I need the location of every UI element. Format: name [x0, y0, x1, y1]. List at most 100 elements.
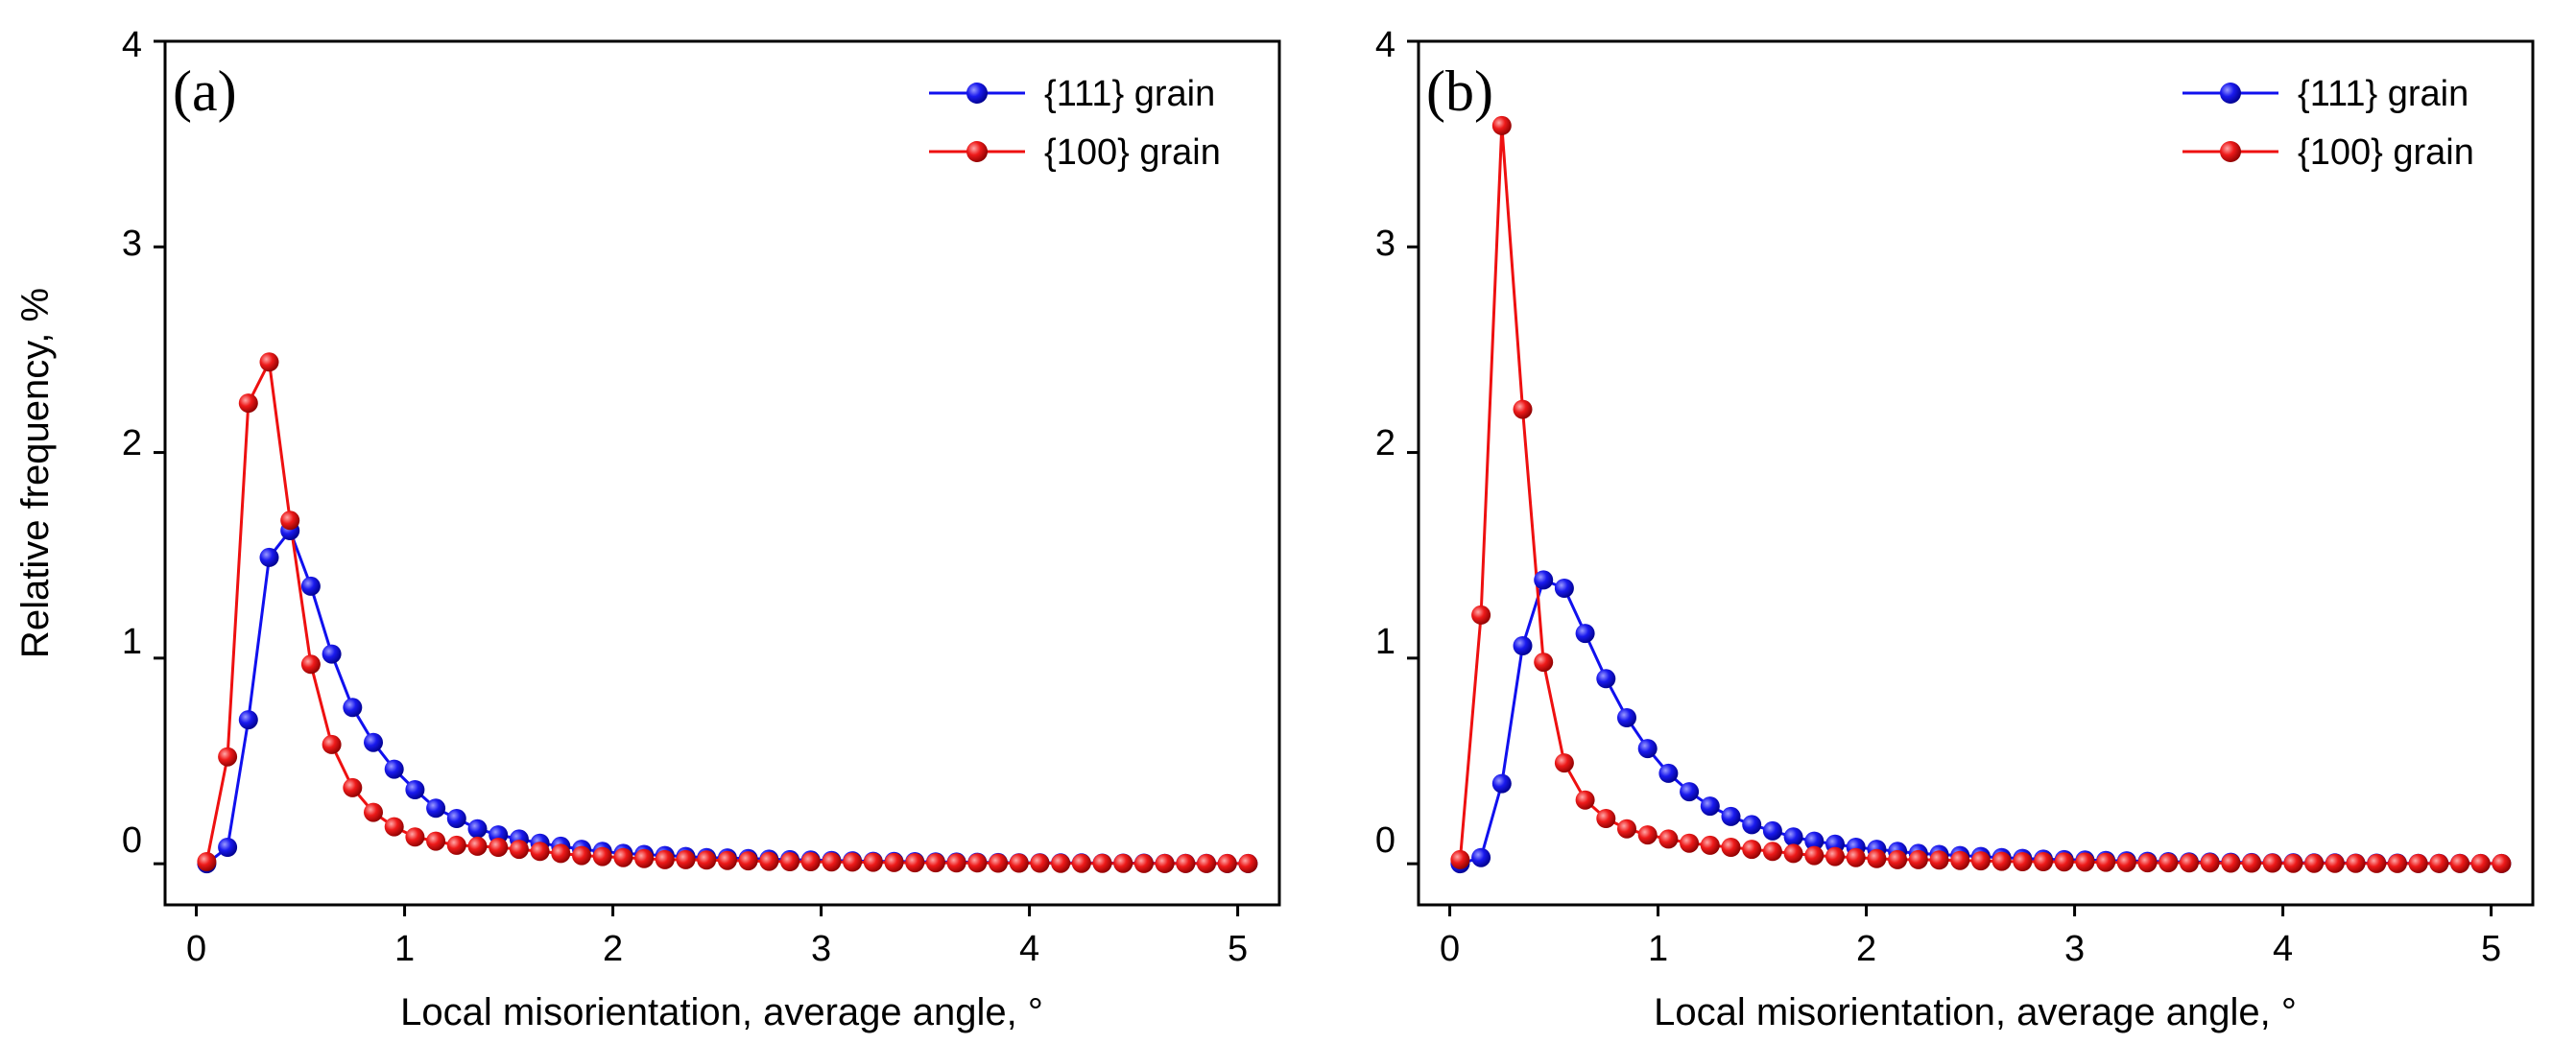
- data-point-100: [1471, 605, 1491, 625]
- data-point-100: [2054, 852, 2074, 872]
- data-point-100: [2283, 853, 2303, 873]
- plot-frame-a: [163, 39, 1281, 907]
- legend-marker-111: [2220, 83, 2241, 104]
- x-tick-label: 2: [1856, 929, 1876, 969]
- data-point-100: [613, 847, 633, 867]
- y-tick-label: 4: [1375, 25, 1395, 65]
- data-point-111: [1596, 669, 1616, 689]
- y-tick-label: 2: [1375, 423, 1395, 463]
- x-axis-ticks-a: 0 1 2 3 4 5: [186, 929, 1248, 969]
- data-point-100: [989, 853, 1008, 873]
- data-point-111: [1471, 847, 1491, 867]
- data-point-100: [1804, 845, 1825, 866]
- data-point-100: [1596, 809, 1616, 828]
- y-tick-label: 3: [122, 224, 142, 264]
- data-point-111: [1534, 570, 1554, 590]
- data-point-111: [405, 780, 425, 799]
- data-point-100: [405, 827, 425, 847]
- panel-label-b: (b): [1426, 59, 1493, 123]
- data-point-100: [1970, 851, 1991, 871]
- data-point-100: [551, 843, 571, 864]
- data-point-100: [259, 352, 279, 372]
- data-point-100: [759, 851, 779, 871]
- data-point-111: [364, 732, 383, 752]
- data-point-100: [905, 853, 925, 873]
- y-tick-label: 1: [1375, 622, 1395, 662]
- data-point-100: [780, 852, 799, 871]
- data-point-111: [238, 710, 258, 730]
- data-point-100: [697, 850, 717, 870]
- series-line-111: [205, 527, 1249, 866]
- data-point-100: [1071, 853, 1091, 873]
- data-point-100: [1176, 853, 1196, 873]
- legend-entry-111: {111} grain: [2182, 74, 2469, 114]
- y-axis-ticks-b: 0 1 2 3 4: [1375, 25, 1395, 861]
- y-tick-4: 4: [1375, 25, 1395, 65]
- data-point-100: [1617, 819, 1636, 839]
- data-point-100: [884, 852, 904, 872]
- data-point-100: [1992, 851, 2012, 871]
- data-point-100: [1113, 853, 1133, 873]
- x-tick-label: 1: [1648, 929, 1668, 969]
- data-point-100: [863, 852, 883, 872]
- data-point-100: [2387, 853, 2407, 873]
- y-tick-label: 3: [1375, 224, 1395, 264]
- data-point-100: [197, 852, 217, 871]
- data-point-100: [1450, 849, 1470, 869]
- y-tick-label: 1: [122, 622, 142, 662]
- x-tick-label: 4: [2273, 929, 2293, 969]
- data-point-100: [2242, 853, 2261, 873]
- x-tick-label: 3: [811, 929, 831, 969]
- data-point-100: [946, 853, 966, 873]
- data-point-100: [572, 845, 591, 866]
- data-point-100: [364, 802, 383, 822]
- data-point-111: [1721, 806, 1741, 826]
- legend-marker-100: [966, 141, 988, 162]
- data-point-100: [509, 840, 529, 860]
- data-point-100: [1742, 840, 1762, 860]
- y-tick-label: 4: [122, 25, 142, 65]
- x-tick-label: 5: [2481, 929, 2501, 969]
- y-tick-2: 2: [1375, 423, 1395, 463]
- chart-panel-b: 0 1 2 3 4 0 1 2 3 4 5 (b) {111} grain: [1375, 25, 2535, 1033]
- x-tick-label: 5: [1228, 929, 1248, 969]
- legend-a: {111} grain {100} grain: [929, 74, 1221, 173]
- data-point-100: [717, 850, 737, 870]
- data-point-100: [676, 849, 696, 869]
- data-point-100: [2429, 853, 2449, 873]
- x-axis-title-a: Local misorientation, average angle, °: [400, 991, 1043, 1033]
- series-points-b: [1450, 115, 2512, 874]
- data-point-100: [2137, 853, 2158, 873]
- y-tick-3: 3: [1375, 224, 1395, 264]
- data-point-111: [467, 819, 488, 839]
- data-point-100: [1762, 842, 1782, 862]
- data-point-100: [1197, 853, 1216, 873]
- data-point-100: [1637, 825, 1658, 845]
- data-point-100: [1825, 846, 1845, 866]
- data-point-100: [2470, 853, 2491, 873]
- tick-marks-a: [154, 39, 1240, 916]
- data-point-100: [2346, 853, 2366, 873]
- data-point-100: [800, 852, 821, 871]
- data-point-111: [384, 759, 404, 779]
- x-tick-label: 0: [1440, 929, 1460, 969]
- series-line-100: [204, 357, 1249, 866]
- data-point-100: [1513, 399, 1533, 419]
- data-point-100: [2159, 853, 2179, 873]
- y-tick-0: 0: [122, 820, 142, 861]
- series-lines-b: [1458, 125, 2502, 866]
- data-point-111: [1742, 815, 1762, 835]
- data-point-100: [1217, 853, 1237, 873]
- legend-label-100: {100} grain: [2298, 132, 2474, 173]
- series-lines-a: [204, 357, 1249, 866]
- data-point-100: [655, 849, 675, 869]
- data-point-111: [1700, 796, 1720, 817]
- x-tick-label: 2: [603, 929, 623, 969]
- data-point-100: [738, 851, 758, 871]
- legend-entry-111: {111} grain: [929, 74, 1215, 114]
- data-point-111: [300, 576, 321, 596]
- data-point-100: [446, 835, 466, 855]
- data-point-100: [1680, 833, 1700, 853]
- x-tick-label: 0: [186, 929, 206, 969]
